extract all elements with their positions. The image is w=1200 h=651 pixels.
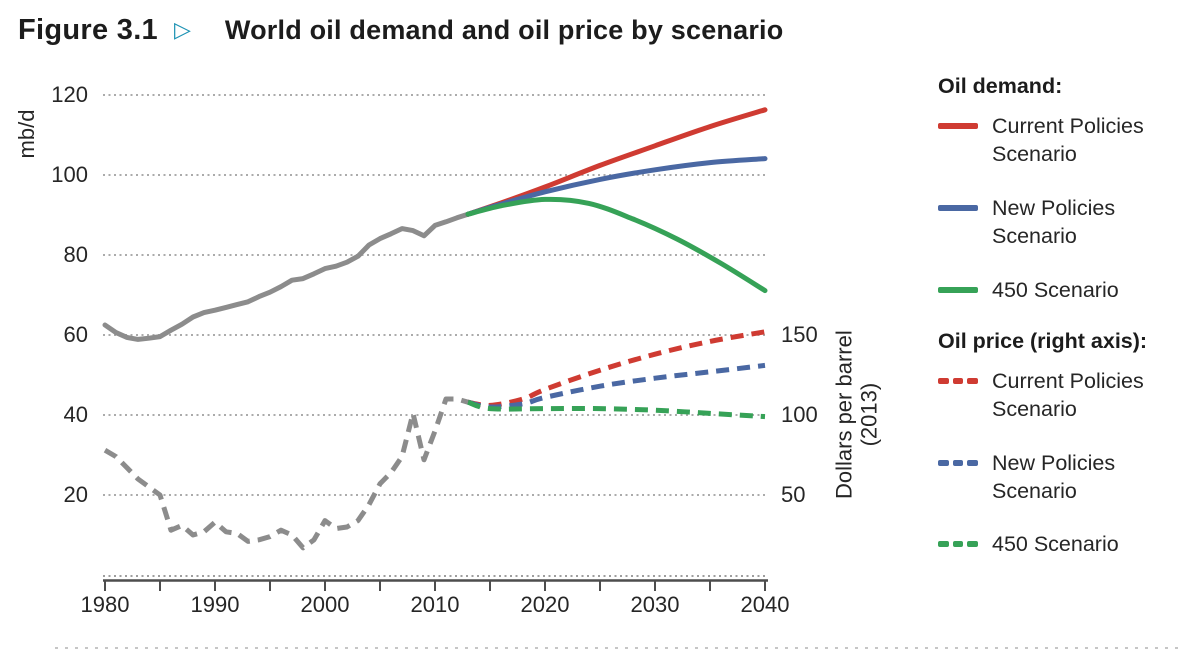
- series-line-gray-demand: [102, 211, 471, 342]
- x-axis-tick-label: 2010: [410, 592, 460, 617]
- legend-swatch-bar: [938, 286, 978, 293]
- x-axis-tick-label: 2030: [630, 592, 680, 617]
- legend-item: Current Policies Scenario: [938, 112, 1200, 169]
- legend-swatch-solid-blue: [938, 194, 978, 251]
- x-axis-tick-label: 1980: [80, 592, 130, 617]
- legend-heading: Oil price (right axis):: [938, 328, 1148, 353]
- legend: Oil demand: Current Policies Scenario New …: [938, 74, 1200, 559]
- legend-item: 450 Scenario: [938, 276, 1200, 304]
- legend-swatch-bar: [938, 204, 978, 211]
- legend-swatch-solid-green: [938, 276, 978, 304]
- legend-item-label: 450 Scenario: [992, 277, 1119, 302]
- legend-item-label: Current Policies Scenario: [992, 368, 1144, 422]
- right-axis-tick-label: 50: [781, 482, 806, 507]
- legend-swatch-bar: [938, 123, 978, 129]
- legend-swatch-bar: [967, 377, 979, 384]
- x-axis-tick-label: 1990: [190, 592, 240, 617]
- legend-swatch-bar: [952, 377, 964, 384]
- series-line-green-price: [467, 399, 766, 420]
- legend-item-label: New Policies Scenario: [992, 450, 1116, 503]
- legend-swatch-dashed-red: [938, 367, 979, 424]
- figure-title: World oil demand and oil price by scenar…: [224, 15, 784, 45]
- legend-item-label: New Policies Scenario: [992, 195, 1116, 249]
- right-axis-title-line2: (2013): [856, 382, 881, 447]
- legend-swatch-dashed-green: [938, 530, 979, 558]
- figure-header: Figure 3.1 ▷ World oil demand and oil pr…: [18, 14, 783, 47]
- right-axis-tick-label: 100: [781, 402, 818, 427]
- x-axis-tick-label: 2040: [740, 592, 790, 617]
- left-axis-tick-label: 60: [63, 322, 88, 347]
- x-axis-tick-label: 2020: [520, 592, 570, 617]
- right-axis-tick-label: 150: [781, 322, 818, 347]
- x-axis-tick-label: 2000: [300, 592, 350, 617]
- series-line-green-demand: [465, 196, 768, 294]
- legend-item: Current Policies Scenario: [938, 367, 1200, 424]
- legend-item-label: Current Policies Scenario: [992, 114, 1144, 167]
- left-axis-tick-label: 40: [63, 402, 88, 427]
- legend-swatch-bar: [938, 541, 949, 548]
- left-axis-tick-label: 100: [51, 162, 88, 187]
- figure-label: Figure 3.1: [18, 14, 158, 46]
- legend-swatch-dashed-blue: [938, 449, 979, 506]
- legend-heading: Oil demand:: [938, 74, 1063, 98]
- legend-swatch-bar: [967, 541, 979, 548]
- left-axis-tick-label: 80: [63, 242, 88, 267]
- left-axis-tick-label: 120: [51, 82, 88, 107]
- legend-swatch-bar: [967, 459, 979, 466]
- legend-item-label: 450 Scenario: [992, 532, 1119, 557]
- legend-item: New Policies Scenario: [938, 194, 1200, 251]
- series-line-gray-price: [103, 396, 469, 551]
- legend-swatch-bar: [952, 541, 964, 548]
- legend-swatch-bar: [938, 377, 949, 384]
- legend-item: 450 Scenario: [938, 530, 1200, 558]
- left-axis-tick-label: 20: [63, 482, 88, 507]
- legend-swatch-bar: [952, 459, 964, 466]
- figure-arrow-icon: ▷: [174, 17, 191, 42]
- legend-swatch-solid-red: [938, 112, 978, 169]
- legend-item: New Policies Scenario: [938, 449, 1200, 506]
- legend-swatch-bar: [938, 459, 949, 466]
